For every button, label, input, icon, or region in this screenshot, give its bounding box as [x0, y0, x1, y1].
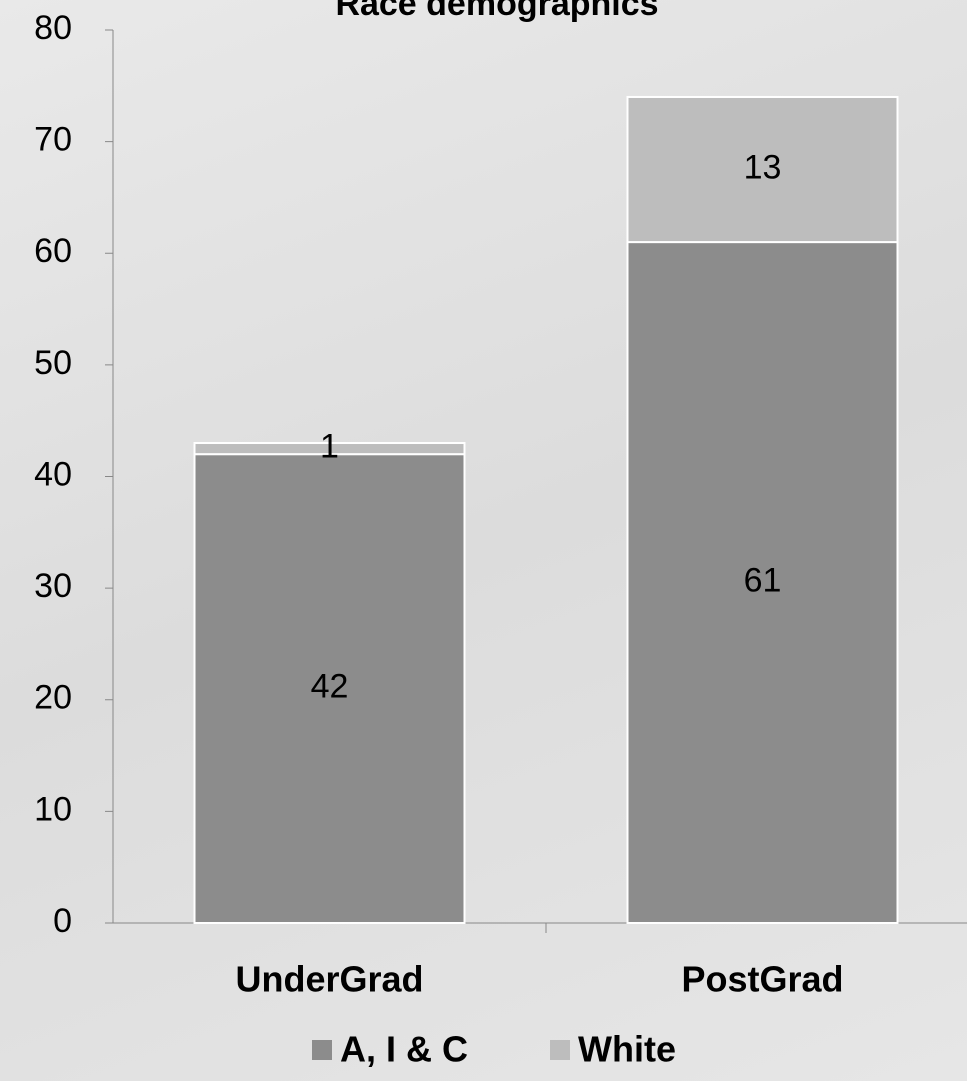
y-tick-label: 60	[34, 232, 72, 270]
x-tick-label: UnderGrad	[235, 959, 423, 1000]
bar-segment	[626, 95, 899, 244]
y-tick-label: 0	[53, 902, 72, 940]
y-tick-label: 50	[34, 344, 72, 382]
legend-label: A, I & C	[340, 1029, 468, 1070]
chart-title: Race demographics	[335, 0, 658, 23]
x-tick-label: PostGrad	[681, 959, 843, 1000]
bar-segment	[193, 442, 466, 456]
legend-label: White	[578, 1029, 676, 1070]
data-label: 13	[744, 149, 782, 187]
y-tick-label: 20	[34, 679, 72, 717]
data-label: 61	[744, 562, 782, 600]
data-label: 42	[311, 668, 349, 706]
y-tick-label: 10	[34, 790, 72, 828]
data-label: 1	[320, 428, 339, 466]
legend-swatch	[312, 1040, 332, 1060]
legend-swatch	[550, 1040, 570, 1060]
y-tick-label: 30	[34, 567, 72, 605]
y-tick-label: 40	[34, 455, 72, 493]
y-tick-label: 70	[34, 121, 72, 159]
bar-segment	[193, 453, 466, 924]
y-tick-label: 80	[34, 9, 72, 47]
